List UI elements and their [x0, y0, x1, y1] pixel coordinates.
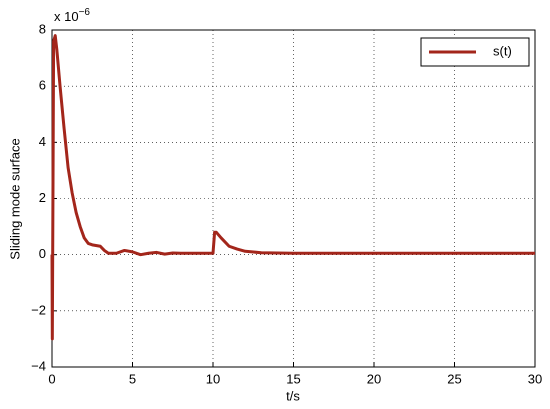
x-tick-label: 5	[129, 371, 136, 386]
x-axis-label: t/s	[286, 388, 300, 403]
y-axis-label: Sliding mode surface	[7, 138, 22, 259]
y-tick-label: −4	[31, 358, 46, 373]
x-tick-label: 15	[286, 371, 300, 386]
x-tick-label: 10	[206, 371, 220, 386]
y-tick-label: 4	[39, 134, 46, 149]
y-tick-label: 2	[39, 190, 46, 205]
x-tick-label: 25	[447, 371, 461, 386]
legend-label: s(t)	[493, 43, 512, 58]
y-tick-label: −2	[31, 302, 46, 317]
y-tick-label: 6	[39, 78, 46, 93]
x-tick-label: 20	[367, 371, 381, 386]
x-tick-label: 0	[48, 371, 55, 386]
x-tick-label: 30	[528, 371, 542, 386]
multiplier-base: x 10	[54, 9, 79, 24]
y-multiplier: x 10−6	[54, 7, 90, 25]
y-tick-label: 0	[39, 246, 46, 261]
multiplier-exponent: −6	[79, 7, 91, 18]
y-tick-label: 8	[39, 21, 46, 36]
line-series	[50, 34, 535, 341]
